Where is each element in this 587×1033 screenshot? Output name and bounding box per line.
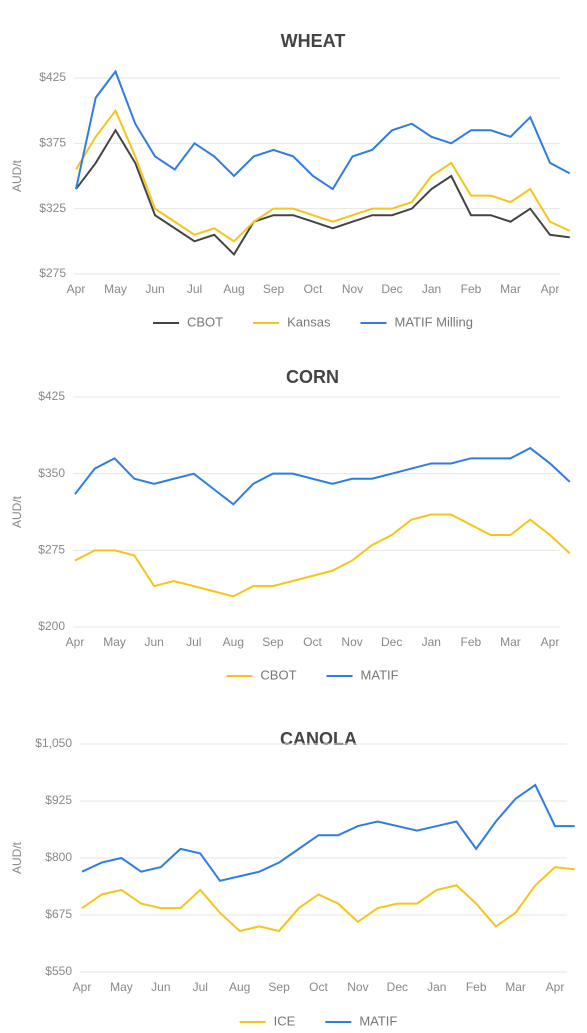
y-tick-label: $675 (45, 907, 72, 921)
line-series (81, 783, 575, 882)
x-tick-label: Dec (381, 282, 402, 296)
legend-label: MATIF (359, 1013, 397, 1028)
x-tick-label: Sep (263, 282, 285, 296)
line-series (81, 866, 575, 933)
x-tick-label: Jan (422, 635, 441, 649)
y-tick-label: $550 (45, 964, 72, 978)
y-axis-label: AUD/t (10, 841, 24, 874)
x-tick-label: Dec (381, 635, 402, 649)
x-tick-label: Jan (427, 980, 446, 994)
x-tick-label: Apr (541, 282, 560, 296)
x-tick-label: May (110, 980, 133, 994)
y-tick-label: $200 (38, 619, 65, 633)
x-tick-label: Oct (304, 282, 323, 296)
x-tick-label: Jul (187, 282, 202, 296)
line-series (75, 108, 571, 243)
x-tick-label: Jun (145, 282, 164, 296)
line-series (75, 69, 571, 191)
y-tick-label: $275 (38, 543, 65, 557)
x-tick-label: Apr (546, 980, 565, 994)
x-tick-label: Nov (347, 980, 368, 994)
x-tick-label: Jun (144, 635, 163, 649)
legend-label: MATIF Milling (395, 314, 473, 329)
x-tick-label: Oct (309, 980, 328, 994)
x-tick-label: Sep (262, 635, 284, 649)
x-tick-label: Nov (341, 635, 362, 649)
chart-title: CANOLA (280, 729, 357, 749)
x-tick-label: Dec (387, 980, 408, 994)
y-tick-label: $925 (45, 793, 72, 807)
y-tick-label: $425 (38, 389, 65, 403)
line-series (74, 513, 571, 598)
x-tick-label: Jul (193, 980, 208, 994)
x-tick-label: Aug (229, 980, 250, 994)
x-tick-label: Mar (500, 282, 521, 296)
x-tick-label: Feb (466, 980, 487, 994)
x-tick-label: Mar (500, 635, 521, 649)
y-tick-label: $350 (38, 466, 65, 480)
x-tick-label: Jun (151, 980, 170, 994)
x-tick-label: Feb (461, 282, 482, 296)
legend-label: MATIF (361, 667, 399, 682)
legend-label: CBOT (260, 667, 296, 682)
x-tick-label: Apr (541, 635, 560, 649)
x-tick-label: Nov (342, 282, 363, 296)
y-tick-label: $325 (39, 201, 66, 215)
y-tick-label: $275 (39, 266, 66, 280)
y-tick-label: $800 (45, 850, 72, 864)
x-tick-label: Aug (223, 635, 244, 649)
x-tick-label: Apr (73, 980, 92, 994)
x-tick-label: Feb (460, 635, 481, 649)
y-tick-label: $1,050 (35, 736, 72, 750)
legend-label: CBOT (187, 314, 223, 329)
y-tick-label: $375 (39, 136, 66, 150)
x-tick-label: Apr (67, 282, 86, 296)
x-tick-label: Apr (66, 635, 85, 649)
x-tick-label: May (104, 282, 127, 296)
line-series (74, 446, 571, 506)
x-tick-label: Aug (223, 282, 244, 296)
chart-title: CORN (286, 367, 339, 387)
y-tick-label: $425 (39, 70, 66, 84)
x-tick-label: Jul (186, 635, 201, 649)
x-tick-label: Oct (303, 635, 322, 649)
line-series (75, 128, 570, 257)
x-tick-label: May (103, 635, 126, 649)
y-axis-label: AUD/t (10, 495, 24, 528)
x-tick-label: Jan (422, 282, 441, 296)
x-tick-label: Mar (505, 980, 526, 994)
y-axis-label: AUD/t (10, 159, 24, 192)
legend-label: Kansas (287, 314, 331, 329)
chart-title: WHEAT (281, 31, 346, 51)
legend-label: ICE (274, 1013, 296, 1028)
x-tick-label: Sep (268, 980, 290, 994)
